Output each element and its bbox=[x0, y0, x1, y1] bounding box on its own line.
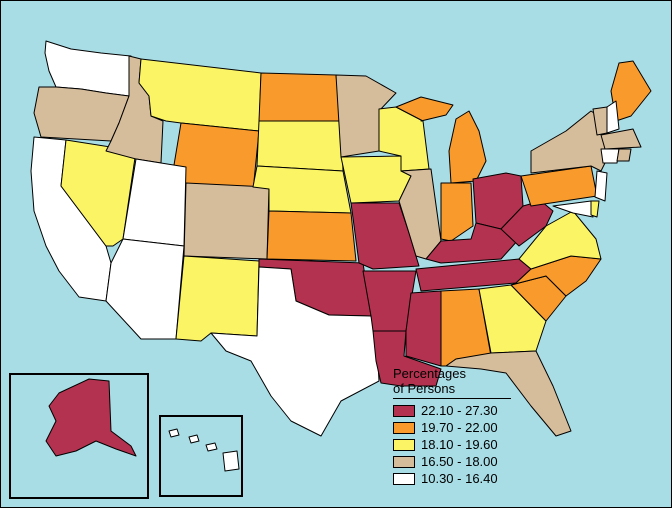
state-in[interactable] bbox=[440, 182, 474, 242]
state-ak[interactable] bbox=[45, 378, 137, 457]
state-hi[interactable] bbox=[168, 428, 240, 472]
state-mi-lower[interactable] bbox=[448, 110, 487, 184]
state-la[interactable] bbox=[372, 330, 442, 387]
legend-label: 18.10 - 19.60 bbox=[421, 437, 498, 452]
state-il[interactable] bbox=[398, 168, 442, 260]
state-de[interactable] bbox=[590, 200, 600, 218]
state-wv[interactable] bbox=[500, 200, 554, 247]
legend-label: 22.10 - 27.30 bbox=[421, 403, 498, 418]
state-co[interactable] bbox=[183, 182, 270, 260]
state-md[interactable] bbox=[552, 200, 594, 218]
state-nj[interactable] bbox=[594, 170, 608, 202]
legend-swatch bbox=[393, 472, 415, 485]
legend-swatch bbox=[393, 438, 415, 451]
legend-label: 10.30 - 16.40 bbox=[421, 471, 498, 486]
state-va[interactable] bbox=[518, 210, 602, 270]
state-mi[interactable] bbox=[395, 96, 454, 122]
legend-row: 18.10 - 19.60 bbox=[393, 436, 523, 453]
legend-label: 16.50 - 18.00 bbox=[421, 454, 498, 469]
state-ks[interactable] bbox=[266, 210, 357, 262]
legend-row: 10.30 - 16.40 bbox=[393, 470, 523, 487]
legend-swatch bbox=[393, 404, 415, 417]
state-nm[interactable] bbox=[175, 255, 260, 342]
state-mo[interactable] bbox=[350, 202, 420, 270]
state-az[interactable] bbox=[105, 238, 185, 340]
state-nh[interactable] bbox=[606, 100, 620, 134]
legend-row: 16.50 - 18.00 bbox=[393, 453, 523, 470]
state-ma[interactable] bbox=[600, 128, 642, 150]
hawaii-inset bbox=[159, 415, 243, 497]
state-ct[interactable] bbox=[600, 148, 620, 164]
state-me[interactable] bbox=[610, 60, 652, 122]
legend-label: 19.70 - 22.00 bbox=[421, 420, 498, 435]
legend-row: 19.70 - 22.00 bbox=[393, 419, 523, 436]
legend-title-line1: Percentages bbox=[393, 366, 466, 381]
state-nd[interactable] bbox=[258, 72, 342, 122]
legend-swatch bbox=[393, 421, 415, 434]
state-ri[interactable] bbox=[616, 148, 632, 162]
legend-swatch bbox=[393, 455, 415, 468]
state-sd[interactable] bbox=[256, 120, 344, 172]
state-ga[interactable] bbox=[478, 284, 547, 354]
state-fl[interactable] bbox=[445, 350, 572, 437]
state-tx[interactable] bbox=[210, 266, 380, 437]
state-ms[interactable] bbox=[405, 290, 442, 367]
legend: Percentages of Persons 22.10 - 27.30 19.… bbox=[393, 367, 523, 487]
legend-title-line2: of Persons bbox=[393, 381, 456, 396]
legend-row: 22.10 - 27.30 bbox=[393, 402, 523, 419]
legend-rule bbox=[393, 398, 511, 399]
alaska-inset bbox=[9, 373, 149, 499]
